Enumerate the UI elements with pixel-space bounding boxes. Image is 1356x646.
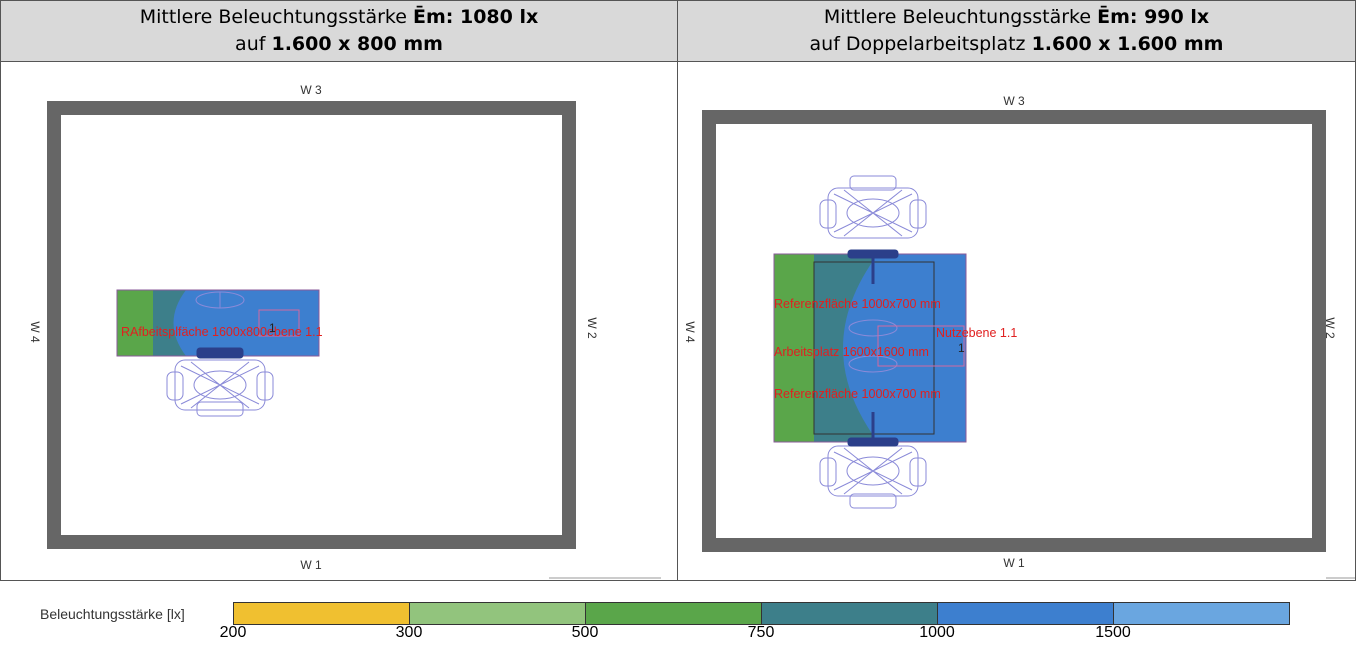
left-wall-label-right: W 2 <box>585 317 599 339</box>
right-label-reference-top: Referenzfläche 1000x700 mm <box>774 297 941 311</box>
right-wall-label-bottom: W 1 <box>1003 556 1025 570</box>
left-floorplan-panel: W 3 W 1 W 4 W 2 RAfbeitsplfäche 1600x800… <box>0 62 678 580</box>
right-desk-icon <box>847 249 965 447</box>
legend-segment <box>233 602 410 625</box>
right-header-em-value: Ēm: 990 lx <box>1097 6 1210 28</box>
left-illuminance-plane <box>116 289 320 357</box>
left-chair-icon <box>166 359 274 417</box>
right-wall-label-top: W 3 <box>1003 94 1025 108</box>
left-desk-chair-icon <box>195 291 300 359</box>
right-chair-bottom-icon <box>819 445 927 509</box>
left-header-area-prefix: auf <box>235 33 272 55</box>
left-header: Mittlere Beleuchtungsstärke Ēm: 1080 lx … <box>0 0 678 62</box>
right-wall-label-right: W 2 <box>1323 317 1337 339</box>
right-label-arbeitsplatz: Arbeitsplatz 1600x1600 mm <box>774 345 929 359</box>
left-header-prefix: Mittlere Beleuchtungsstärke <box>139 6 413 28</box>
right-header-line1: Mittlere Beleuchtungsstärke Ēm: 990 lx <box>824 4 1209 31</box>
left-wall-label-top: W 3 <box>300 83 322 97</box>
legend-tick-label: 500 <box>571 624 599 641</box>
right-illuminance-plane <box>773 253 967 443</box>
legend-segment <box>937 602 1114 625</box>
legend-segment <box>409 602 586 625</box>
illuminance-legend: Beleuchtungsstärke [lx] 200 300 500 750 1000… <box>0 580 1356 646</box>
left-header-line1: Mittlere Beleuchtungsstärke Ēm: 1080 lx <box>140 4 539 31</box>
right-measure-marker: 1 <box>958 341 965 355</box>
legend-tick-label: 200 <box>219 624 247 641</box>
right-header-line2: auf Doppelarbeitsplatz 1.600 x 1.600 mm <box>810 31 1224 58</box>
legend-tick-label: 1500 <box>1095 624 1131 641</box>
left-wall-label-left: W 4 <box>28 321 42 343</box>
legend-segment <box>1113 602 1290 625</box>
right-label-nutzebene: Nutzebene 1.1 <box>936 326 1017 340</box>
right-floorplan: W 3 W 1 W 4 W 2 <box>683 94 1355 579</box>
left-floorplan: W 3 W 1 W 4 W 2 RAfbeitsplfäche 1600x800… <box>28 83 661 579</box>
left-header-area-value: 1.600 x 800 mm <box>271 33 443 55</box>
left-wall-label-bottom: W 1 <box>300 558 322 572</box>
left-workplane-labels: RAfbeitsplfäche 1600x800ebene 1.1 <box>121 325 323 339</box>
right-chair-top-icon <box>819 175 927 239</box>
right-wall-label-left: W 4 <box>683 321 697 343</box>
legend-tick-label: 750 <box>747 624 775 641</box>
left-room-walls <box>47 101 576 549</box>
legend-title: Beleuchtungsstärke [lx] <box>40 606 185 622</box>
right-header-area-value: 1.600 x 1.600 mm <box>1031 33 1224 55</box>
legend-segment <box>761 602 938 625</box>
left-header-em-value: Ēm: 1080 lx <box>412 6 539 28</box>
right-floorplan-panel: W 3 W 1 W 4 W 2 <box>678 62 1356 580</box>
right-label-reference-bottom: Referenzfläche 1000x700 mm <box>774 387 941 401</box>
left-header-line2: auf 1.600 x 800 mm <box>235 31 443 58</box>
legend-divider <box>0 580 1356 581</box>
legend-tick-label: 1000 <box>919 624 955 641</box>
legend-tick-label: 300 <box>395 624 423 641</box>
legend-segment <box>585 602 762 625</box>
right-header: Mittlere Beleuchtungsstärke Ēm: 990 lx a… <box>678 0 1356 62</box>
right-header-area-prefix: auf Doppelarbeitsplatz <box>809 33 1032 55</box>
right-header-prefix: Mittlere Beleuchtungsstärke <box>823 6 1098 28</box>
right-room-walls <box>702 110 1326 552</box>
left-measure-marker: 1 <box>269 321 276 335</box>
